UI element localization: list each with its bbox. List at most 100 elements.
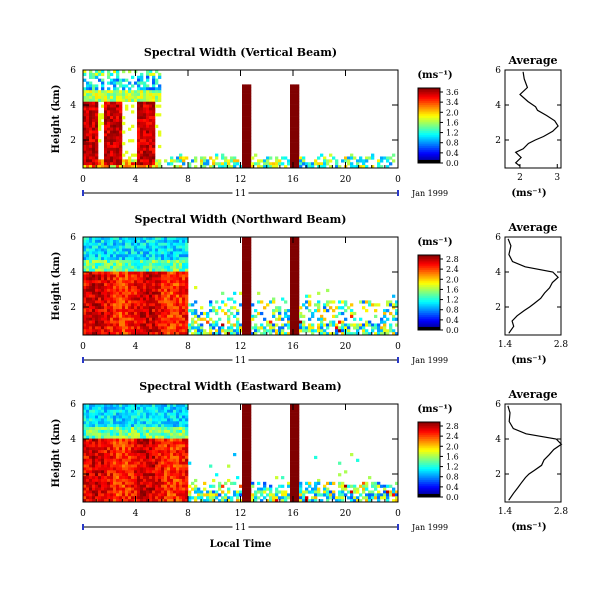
heatmap-cell [86, 415, 90, 419]
heatmap-cell [122, 280, 126, 284]
heatmap-cell [113, 78, 117, 82]
heatmap-cell [173, 265, 177, 269]
heatmap-cell [143, 144, 147, 149]
heatmap-cell [215, 309, 219, 313]
heatmap-cell [284, 499, 288, 503]
heatmap-cell [95, 438, 99, 442]
heatmap-cell [380, 159, 384, 163]
heatmap-cell [338, 329, 342, 333]
heatmap-cell [161, 239, 165, 244]
heatmap-cell [185, 444, 189, 448]
heatmap-cell [185, 453, 189, 457]
heatmap-cell [386, 493, 390, 497]
heatmap-cell [116, 404, 120, 408]
heatmap-cell [143, 432, 147, 436]
heatmap-cell [140, 144, 144, 149]
heatmap-cell [179, 159, 183, 163]
heatmap-cell [146, 165, 150, 169]
heatmap-cell [182, 311, 186, 316]
heatmap-cell [374, 493, 378, 497]
heatmap-cell [314, 487, 318, 491]
heatmap-cell [131, 277, 135, 281]
heatmap-cell [119, 311, 123, 316]
heatmap-cell [92, 286, 96, 290]
heatmap-cell [242, 467, 246, 471]
heatmap-cell [155, 311, 159, 316]
heatmap-cell [92, 309, 96, 313]
heatmap-cell [143, 90, 147, 94]
heatmap-cell [299, 329, 303, 333]
heatmap-cell [290, 447, 294, 451]
heatmap-cell [83, 107, 87, 111]
heatmap-cell [293, 487, 297, 491]
heatmap-cell [185, 320, 189, 324]
heatmap-cell [107, 254, 111, 258]
heatmap-cell [110, 303, 114, 307]
heatmap-cell [101, 487, 105, 491]
heatmap-cell [158, 251, 162, 255]
heatmap-cell [128, 257, 132, 261]
heatmap-cell [125, 98, 129, 102]
heatmap-cell [293, 144, 297, 149]
heatmap-cell [152, 300, 156, 304]
heatmap-cell [146, 136, 150, 140]
colorbar-swatch [418, 305, 440, 308]
heatmap-cell [296, 329, 300, 333]
heatmap-cell [134, 464, 138, 468]
heatmap-cell [185, 447, 189, 451]
heatmap-cell [200, 156, 204, 160]
heatmap-cell [89, 165, 93, 169]
heatmap-cell [161, 294, 165, 298]
heatmap-cell [119, 84, 123, 88]
heatmap-cell [350, 303, 354, 307]
heatmap-cell [98, 159, 102, 163]
heatmap-cell [158, 291, 162, 295]
heatmap-cell [113, 116, 117, 120]
heatmap-cell [83, 458, 87, 462]
heatmap-cell [98, 291, 102, 295]
heatmap-cell [86, 458, 90, 462]
heatmap-cell [107, 133, 111, 137]
heatmap-cell [212, 499, 216, 503]
heatmap-cell [101, 239, 105, 244]
heatmap-cell [83, 286, 87, 290]
heatmap-cell [242, 237, 246, 241]
heatmap-cell [173, 418, 177, 422]
heatmap-cell [107, 260, 111, 264]
heatmap-cell [86, 490, 90, 494]
heatmap-cell [191, 309, 195, 313]
heatmap-cell [140, 130, 144, 134]
heatmap-cell [116, 458, 120, 462]
heatmap-cell [128, 254, 132, 258]
heatmap-cell [131, 461, 135, 465]
heatmap-cell [179, 447, 183, 451]
heatmap-cell [290, 464, 294, 468]
heatmap-cell [179, 490, 183, 494]
heatmap-cell [266, 499, 270, 503]
heatmap-cell [92, 490, 96, 494]
heatmap-cell [143, 435, 147, 439]
heatmap-cell [119, 429, 123, 434]
heatmap-cell [230, 332, 234, 336]
heatmap-cell [143, 291, 147, 295]
heatmap-cell [242, 274, 246, 278]
heatmap-cell [293, 323, 297, 327]
heatmap-cell [332, 496, 336, 500]
heatmap-cell [185, 294, 189, 298]
heatmap-cell [164, 415, 168, 419]
heatmap-cell [218, 487, 222, 491]
heatmap-cell [236, 320, 240, 324]
heatmap-cell [113, 156, 117, 160]
heatmap-cell [125, 421, 129, 425]
heatmap-cell [245, 265, 249, 269]
heatmap-cell [197, 332, 201, 336]
heatmap-cell [272, 162, 276, 166]
heatmap-cell [158, 257, 162, 261]
heatmap-cell [137, 271, 141, 275]
heatmap-cell [113, 314, 117, 318]
heatmap-cell [248, 461, 252, 465]
heatmap-cell [161, 277, 165, 281]
heatmap-cell [128, 70, 132, 74]
heatmap-cell [221, 156, 225, 160]
heatmap-cell [104, 306, 108, 310]
